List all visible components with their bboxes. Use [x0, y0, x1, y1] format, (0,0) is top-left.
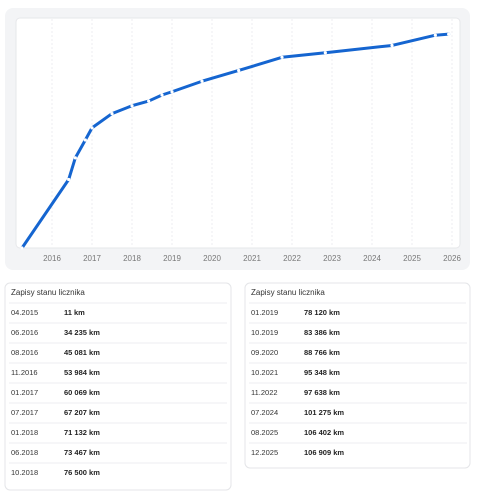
- row-mileage: 53 984 km: [64, 368, 100, 377]
- point: [147, 99, 151, 103]
- row-date: 09.2020: [251, 348, 278, 357]
- point: [280, 55, 284, 59]
- point: [83, 138, 87, 142]
- row-mileage: 101 275 km: [304, 408, 344, 417]
- x-tick-label: 2025: [403, 254, 421, 263]
- point: [170, 90, 174, 94]
- row-mileage: 11 km: [64, 308, 85, 317]
- x-tick-label: 2022: [283, 254, 301, 263]
- x-tick-label: 2020: [203, 254, 221, 263]
- row-date: 10.2019: [251, 328, 278, 337]
- x-tick-label: 2016: [43, 254, 61, 263]
- row-date: 10.2021: [251, 368, 278, 377]
- point: [390, 43, 394, 48]
- row-mileage: 71 132 km: [64, 428, 100, 437]
- table-title: Zapisy stanu licznika: [11, 288, 85, 297]
- row-mileage: 95 348 km: [304, 368, 340, 377]
- row-date: 12.2025: [251, 448, 278, 457]
- point: [433, 33, 437, 37]
- x-tick-label: 2021: [243, 254, 261, 263]
- row-mileage: 78 120 km: [304, 308, 340, 317]
- row-date: 07.2024: [251, 408, 278, 417]
- row-mileage: 83 386 km: [304, 328, 340, 337]
- x-tick-label: 2024: [363, 254, 381, 263]
- point: [447, 32, 451, 36]
- x-tick-label: 2023: [323, 254, 341, 263]
- row-date: 04.2015: [11, 308, 38, 317]
- row-mileage: 97 638 km: [304, 388, 340, 397]
- row-mileage: 73 467 km: [64, 448, 100, 457]
- x-tick-label: 2018: [123, 254, 141, 263]
- point: [73, 156, 77, 160]
- point: [323, 51, 327, 55]
- point: [130, 104, 134, 108]
- row-date: 11.2022: [251, 388, 278, 397]
- row-date: 01.2017: [11, 388, 38, 397]
- point: [160, 93, 164, 97]
- row-date: 08.2025: [251, 428, 278, 437]
- point: [110, 111, 114, 116]
- table-title: Zapisy stanu licznika: [251, 288, 325, 297]
- row-date: 06.2016: [11, 328, 38, 337]
- row-mileage: 34 235 km: [64, 328, 100, 337]
- row-date: 07.2017: [11, 408, 38, 417]
- row-mileage: 60 069 km: [64, 388, 100, 397]
- row-mileage: 67 207 km: [64, 408, 100, 417]
- row-date: 01.2018: [11, 428, 38, 437]
- row-mileage: 45 081 km: [64, 348, 100, 357]
- row-mileage: 88 766 km: [304, 348, 340, 357]
- row-date: 11.2016: [11, 368, 38, 377]
- point: [90, 126, 94, 130]
- row-mileage: 106 909 km: [304, 448, 344, 457]
- plot-area: [15, 17, 461, 249]
- point: [200, 79, 204, 83]
- row-date: 08.2016: [11, 348, 38, 357]
- x-tick-label: 2017: [83, 254, 101, 263]
- row-date: 01.2019: [251, 308, 278, 317]
- table-card: [4, 282, 232, 491]
- table-card: [244, 282, 471, 469]
- point: [20, 246, 24, 250]
- x-tick-label: 2026: [443, 254, 461, 263]
- row-date: 10.2018: [11, 468, 38, 477]
- row-mileage: 76 500 km: [64, 468, 100, 477]
- row-date: 06.2018: [11, 448, 38, 457]
- row-mileage: 106 402 km: [304, 428, 344, 437]
- point: [237, 68, 241, 73]
- x-tick-label: 2019: [163, 254, 181, 263]
- point: [67, 177, 71, 182]
